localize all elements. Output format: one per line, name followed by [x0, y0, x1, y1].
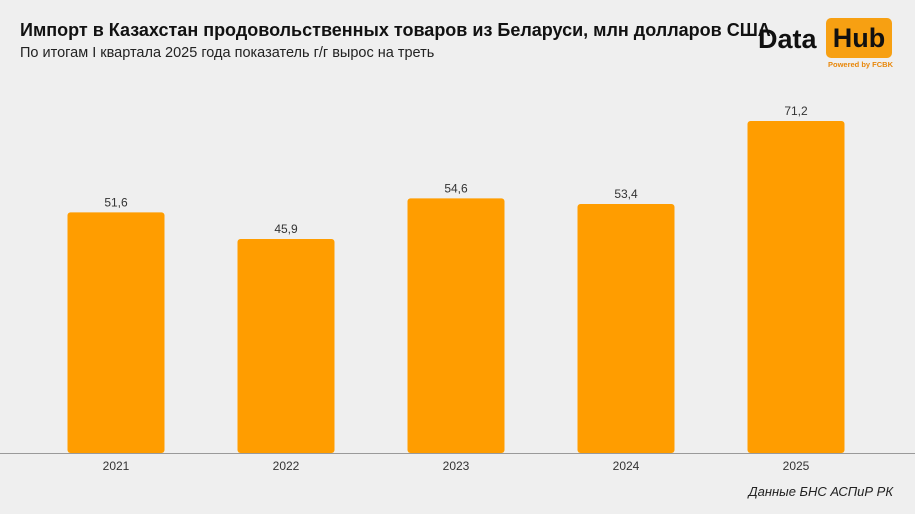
x-tick-label-2025: 2025 — [783, 459, 810, 473]
logo-word-data: Data — [758, 24, 817, 54]
datahub-logo: Data Hub Powered by FCBK — [758, 18, 898, 70]
x-tick-label-2022: 2022 — [273, 459, 300, 473]
data-label-2022: 45,9 — [274, 222, 298, 236]
x-tick-label-2024: 2024 — [613, 459, 640, 473]
bar-2025 — [747, 121, 845, 453]
bar-2022 — [237, 238, 335, 453]
logo-word-hub: Hub — [826, 18, 892, 58]
data-label-2021: 51,6 — [104, 195, 128, 209]
bar-2024 — [577, 204, 675, 453]
bar-2021 — [67, 212, 165, 453]
data-label-2023: 54,6 — [444, 181, 468, 195]
chart-title: Импорт в Казахстан продовольственных тов… — [20, 20, 771, 40]
x-tick-label-2023: 2023 — [443, 459, 470, 473]
data-source-note: Данные БНС АСПиР РК — [748, 484, 893, 499]
bar-2023 — [407, 198, 505, 453]
x-tick-label-2021: 2021 — [103, 459, 130, 473]
data-label-2024: 53,4 — [614, 187, 638, 201]
chart-subtitle: По итогам I квартала 2025 года показател… — [20, 45, 435, 61]
data-label-2025: 71,2 — [784, 104, 808, 118]
logo-tagline: Powered by FCBK — [828, 60, 894, 69]
